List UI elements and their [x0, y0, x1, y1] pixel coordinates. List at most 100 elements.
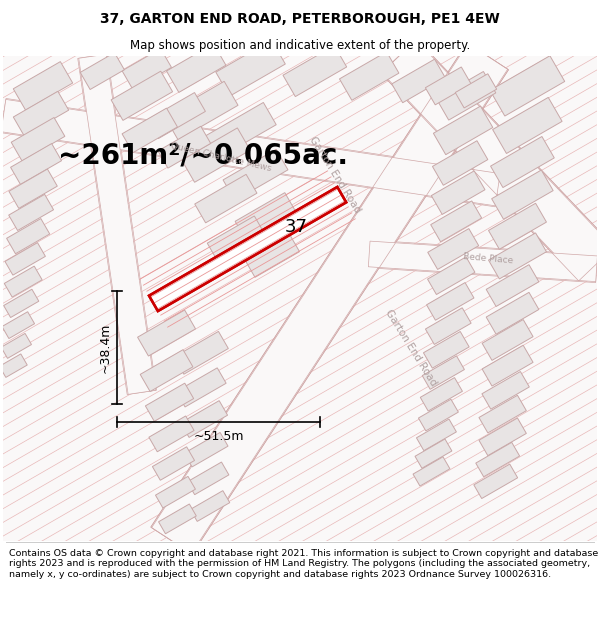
- Polygon shape: [137, 310, 196, 356]
- Polygon shape: [436, 71, 496, 120]
- Polygon shape: [174, 331, 229, 374]
- Polygon shape: [176, 368, 226, 407]
- Polygon shape: [491, 136, 554, 188]
- Polygon shape: [8, 194, 53, 231]
- Text: Garton End Road: Garton End Road: [307, 135, 362, 215]
- Polygon shape: [0, 354, 27, 377]
- Text: 37, GARTON END ROAD, PETERBOROUGH, PE1 4EW: 37, GARTON END ROAD, PETERBOROUGH, PE1 4…: [100, 12, 500, 26]
- Text: Garton End Road: Garton End Road: [383, 308, 439, 388]
- Polygon shape: [433, 106, 493, 154]
- Polygon shape: [216, 40, 286, 96]
- Polygon shape: [490, 56, 565, 116]
- Polygon shape: [152, 43, 508, 554]
- Polygon shape: [166, 44, 226, 92]
- Polygon shape: [164, 81, 238, 140]
- Polygon shape: [145, 383, 194, 421]
- Polygon shape: [431, 171, 485, 214]
- Polygon shape: [283, 46, 347, 97]
- Polygon shape: [182, 128, 250, 182]
- Polygon shape: [493, 98, 562, 154]
- Polygon shape: [431, 201, 482, 242]
- Polygon shape: [151, 42, 509, 554]
- Polygon shape: [488, 203, 547, 249]
- Polygon shape: [418, 399, 458, 431]
- Polygon shape: [415, 439, 452, 468]
- Text: Bede Place: Bede Place: [463, 253, 513, 266]
- Polygon shape: [195, 174, 257, 223]
- Polygon shape: [479, 395, 526, 433]
- Polygon shape: [424, 331, 469, 368]
- Polygon shape: [482, 345, 533, 386]
- Text: ~51.5m: ~51.5m: [193, 429, 244, 442]
- Polygon shape: [486, 264, 539, 306]
- Polygon shape: [11, 144, 62, 184]
- Polygon shape: [474, 464, 518, 499]
- Polygon shape: [428, 229, 479, 269]
- Polygon shape: [111, 71, 173, 121]
- Polygon shape: [428, 257, 475, 294]
- Polygon shape: [4, 289, 39, 318]
- Polygon shape: [80, 52, 124, 89]
- Text: Contains OS data © Crown copyright and database right 2021. This information is : Contains OS data © Crown copyright and d…: [9, 549, 598, 579]
- Text: 37: 37: [285, 218, 308, 236]
- Polygon shape: [392, 59, 445, 102]
- Polygon shape: [427, 282, 474, 320]
- Polygon shape: [482, 371, 529, 409]
- Polygon shape: [149, 416, 194, 452]
- Polygon shape: [1, 333, 31, 358]
- Polygon shape: [1, 99, 500, 206]
- Polygon shape: [9, 169, 58, 208]
- Polygon shape: [223, 149, 288, 201]
- Polygon shape: [207, 216, 264, 260]
- Polygon shape: [381, 39, 600, 281]
- Polygon shape: [11, 118, 65, 161]
- Polygon shape: [422, 356, 464, 389]
- Polygon shape: [368, 240, 598, 282]
- Polygon shape: [155, 476, 196, 508]
- Polygon shape: [122, 49, 172, 89]
- Polygon shape: [491, 170, 553, 219]
- Polygon shape: [187, 462, 229, 494]
- Text: ~38.4m: ~38.4m: [99, 322, 112, 372]
- Polygon shape: [433, 141, 488, 185]
- Polygon shape: [1, 99, 500, 207]
- Polygon shape: [13, 91, 69, 136]
- Polygon shape: [152, 447, 194, 480]
- Polygon shape: [78, 54, 157, 394]
- Polygon shape: [479, 418, 526, 456]
- Polygon shape: [5, 242, 46, 275]
- Polygon shape: [420, 378, 463, 411]
- Text: ~261m²/~0.065ac.: ~261m²/~0.065ac.: [58, 141, 348, 169]
- Polygon shape: [158, 504, 196, 534]
- Text: Queen Charlotte Mews: Queen Charlotte Mews: [170, 141, 272, 173]
- Polygon shape: [7, 219, 50, 254]
- Polygon shape: [2, 312, 35, 339]
- Polygon shape: [340, 52, 399, 101]
- Polygon shape: [486, 292, 539, 334]
- Polygon shape: [425, 67, 471, 105]
- Polygon shape: [13, 62, 73, 110]
- Polygon shape: [205, 102, 276, 158]
- Polygon shape: [148, 92, 205, 139]
- Polygon shape: [235, 192, 296, 240]
- Polygon shape: [245, 234, 299, 278]
- Polygon shape: [140, 349, 193, 391]
- Polygon shape: [149, 187, 346, 311]
- Polygon shape: [184, 432, 228, 467]
- Polygon shape: [79, 54, 155, 394]
- Polygon shape: [413, 457, 450, 486]
- Polygon shape: [158, 126, 211, 168]
- Polygon shape: [476, 442, 520, 477]
- Polygon shape: [455, 74, 497, 108]
- Text: Map shows position and indicative extent of the property.: Map shows position and indicative extent…: [130, 39, 470, 52]
- Polygon shape: [368, 241, 598, 282]
- Polygon shape: [482, 319, 533, 361]
- Polygon shape: [382, 40, 600, 280]
- Polygon shape: [4, 266, 42, 297]
- Polygon shape: [416, 419, 457, 451]
- Polygon shape: [425, 308, 471, 344]
- Polygon shape: [488, 233, 547, 279]
- Polygon shape: [122, 108, 178, 152]
- Polygon shape: [181, 401, 227, 437]
- Polygon shape: [190, 491, 230, 521]
